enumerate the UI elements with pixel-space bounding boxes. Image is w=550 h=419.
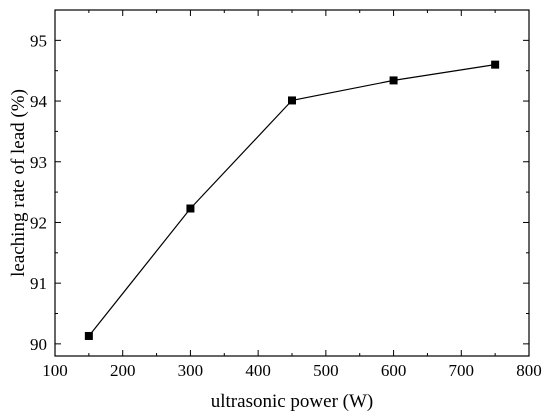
x-tick-label: 300 bbox=[178, 361, 204, 380]
x-tick-label: 800 bbox=[516, 361, 542, 380]
series-line bbox=[88, 64, 496, 337]
data-point-marker bbox=[389, 76, 398, 85]
x-axis-title: ultrasonic power (W) bbox=[211, 391, 374, 412]
data-point-marker bbox=[288, 96, 296, 105]
y-tick-label: 94 bbox=[30, 92, 48, 111]
data-point-marker bbox=[491, 60, 500, 69]
y-tick-label: 90 bbox=[30, 335, 47, 354]
data-series bbox=[84, 60, 500, 340]
tick-labels: 100 200 300 400 500 600 700 800 90 91 92 93 94 95 bbox=[30, 31, 542, 380]
x-tick-label: 700 bbox=[449, 361, 475, 380]
y-tick-label: 95 bbox=[30, 31, 47, 50]
data-point-marker bbox=[186, 204, 195, 213]
y-tick-label: 92 bbox=[30, 213, 47, 232]
y-tick-label: 91 bbox=[30, 274, 47, 293]
x-tick-label: 400 bbox=[245, 361, 271, 380]
axis-ticks bbox=[54, 10, 530, 356]
data-point-marker bbox=[84, 331, 93, 340]
x-tick-label: 500 bbox=[313, 361, 339, 380]
plot-frame bbox=[54, 9, 530, 357]
x-tick-label: 100 bbox=[42, 361, 68, 380]
x-tick-label: 200 bbox=[110, 361, 136, 380]
y-tick-label: 93 bbox=[30, 153, 47, 172]
x-tick-label: 600 bbox=[381, 361, 407, 380]
y-axis-title: leaching rate of lead (%) bbox=[8, 89, 29, 277]
